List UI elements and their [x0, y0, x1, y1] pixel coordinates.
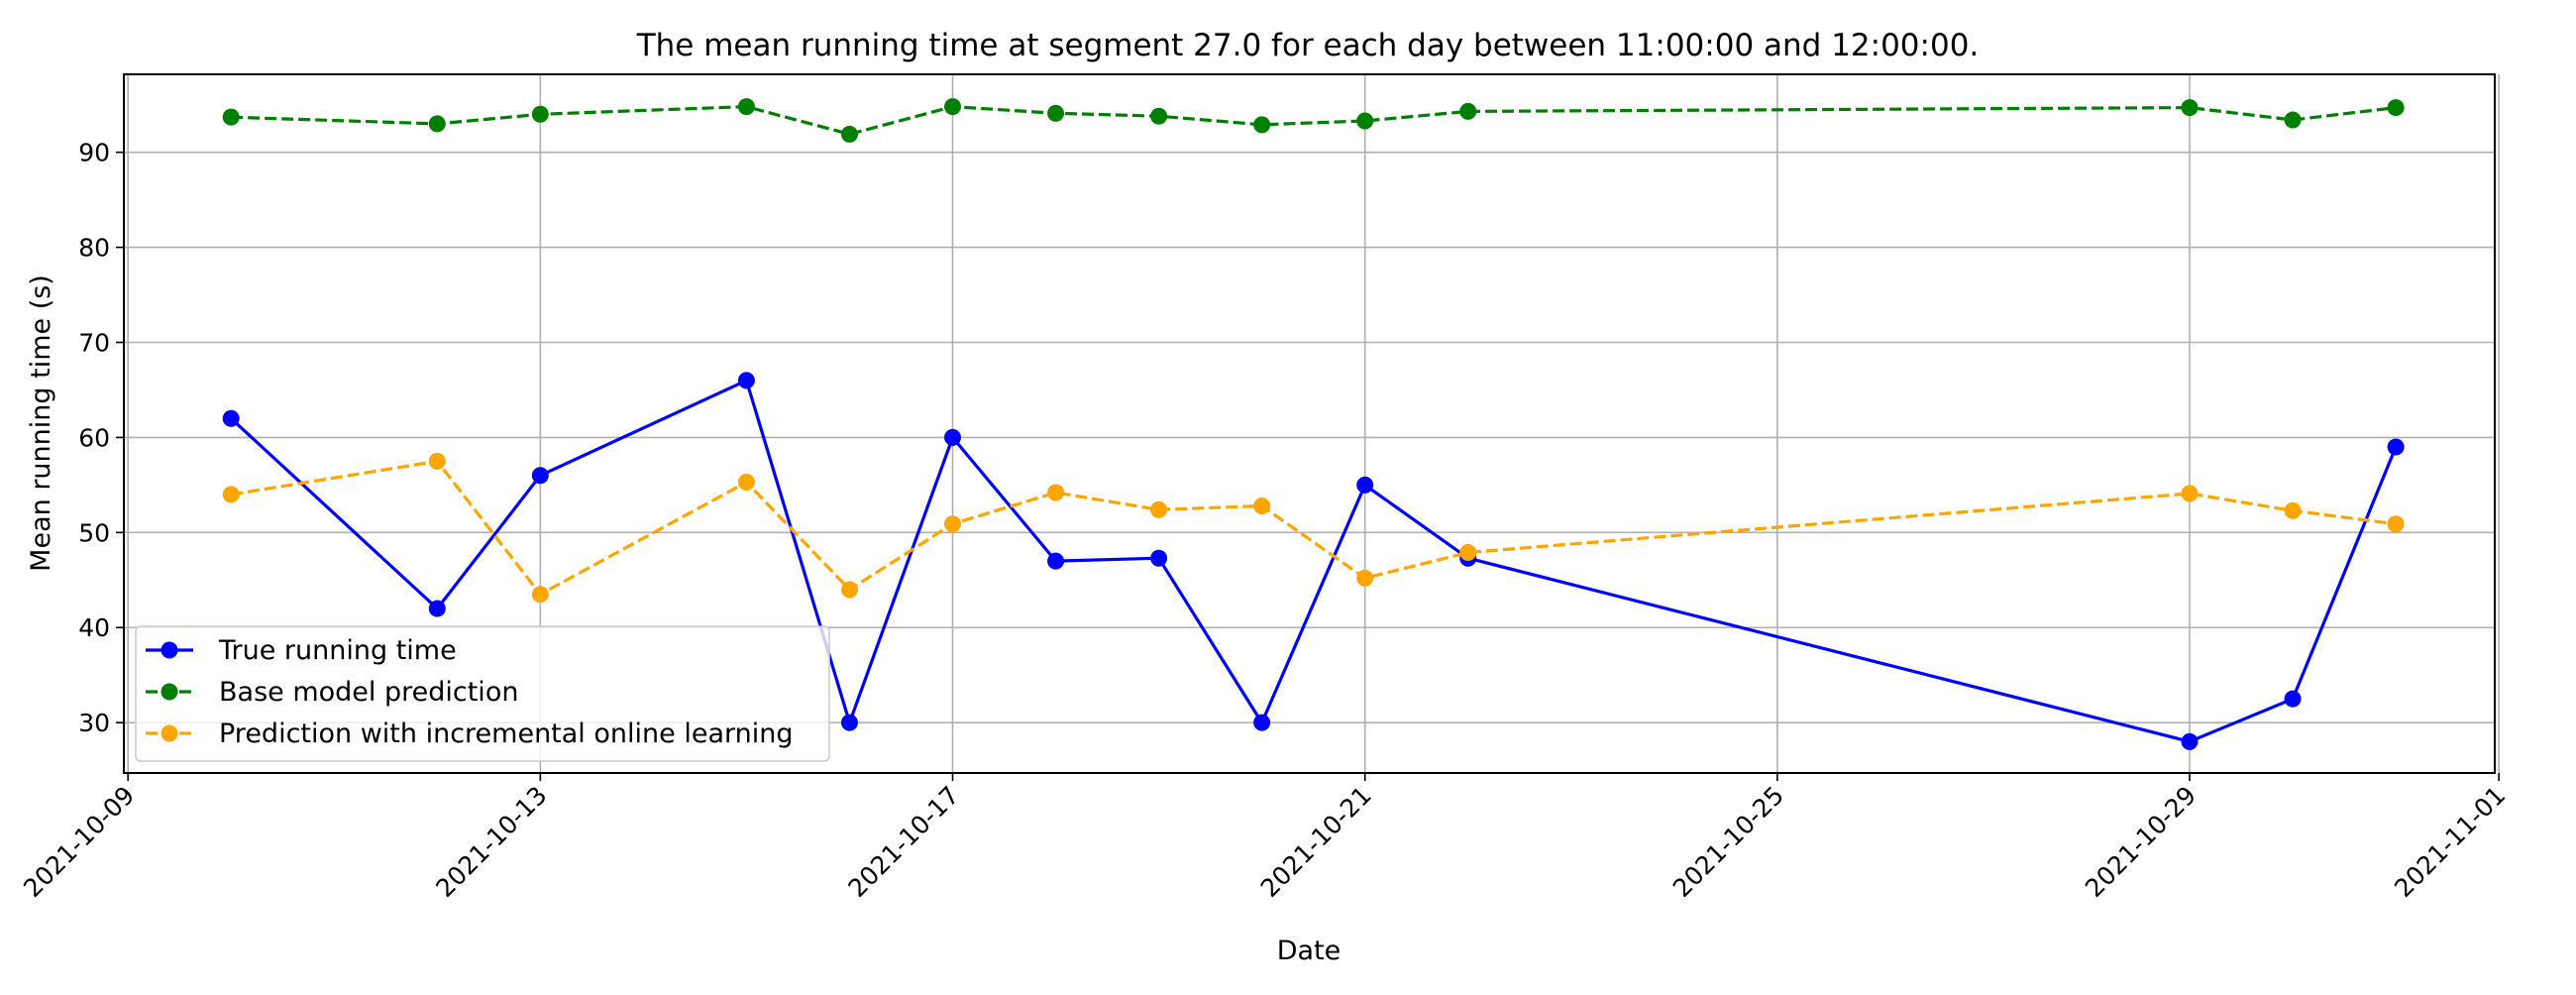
legend-marker: [161, 724, 178, 742]
grid: [124, 74, 2500, 773]
y-axis-label: Mean running time (s): [26, 275, 56, 572]
legend-marker: [161, 641, 178, 659]
data-point: [737, 473, 755, 491]
data-point: [737, 98, 755, 116]
chart-title: The mean running time at segment 27.0 fo…: [636, 28, 1980, 63]
legend-label: True running time: [218, 635, 457, 666]
data-point: [1356, 112, 1374, 130]
y-tick-label: 30: [78, 709, 110, 737]
data-point: [222, 486, 240, 503]
data-point: [944, 428, 962, 446]
data-point: [2387, 99, 2405, 117]
data-point: [1253, 714, 1271, 731]
data-point: [1150, 107, 1168, 125]
data-point: [1459, 543, 1477, 561]
x-tick-label: 2021-10-09: [18, 781, 140, 903]
plot-series: [222, 98, 2405, 750]
x-tick-label: 2021-10-13: [430, 781, 552, 903]
data-point: [222, 108, 240, 126]
x-tick-label: 2021-11-01: [2389, 781, 2511, 903]
y-tick-label: 50: [78, 518, 110, 547]
data-point: [428, 600, 446, 617]
data-point: [737, 372, 755, 389]
data-point: [840, 714, 858, 731]
axis-ticks: 30 40 50 60 70 80 90 2021-10-09 2021-10-13 2021-1…: [18, 139, 2511, 903]
series-3: [222, 452, 2405, 604]
legend-box: [135, 625, 830, 762]
data-point: [2181, 485, 2199, 502]
x-tick-label: 2021-10-25: [1667, 781, 1789, 903]
y-tick-label: 60: [78, 423, 110, 452]
data-point: [428, 115, 446, 133]
legend-item: Prediction with incremental online learn…: [146, 719, 794, 749]
data-point: [1253, 116, 1271, 134]
data-point: [1047, 552, 1065, 570]
data-point: [2284, 501, 2302, 519]
data-point: [222, 409, 240, 427]
x-tick-label: 2021-10-21: [1255, 781, 1377, 903]
data-point: [428, 452, 446, 470]
y-tick-label: 80: [78, 234, 110, 263]
data-point: [531, 105, 549, 123]
data-point: [840, 125, 858, 143]
data-point: [1047, 104, 1065, 122]
data-point: [944, 515, 962, 533]
data-point: [2387, 515, 2405, 533]
series-line: [231, 104, 2397, 136]
data-point: [531, 467, 549, 485]
data-point: [531, 586, 549, 604]
legend: True running time Base model prediction Pr…: [135, 625, 830, 762]
data-point: [1047, 484, 1065, 501]
data-point: [2181, 732, 2199, 750]
data-point: [1150, 549, 1168, 567]
x-axis-label: Date: [1277, 936, 1342, 966]
y-tick-label: 40: [78, 613, 110, 642]
x-tick-label: 2021-10-29: [2080, 781, 2201, 903]
y-tick-label: 70: [78, 328, 110, 357]
legend-marker: [161, 683, 178, 701]
data-point: [1356, 476, 1374, 494]
data-point: [1253, 497, 1271, 514]
legend-label: Base model prediction: [219, 677, 518, 708]
data-point: [2284, 690, 2302, 708]
y-tick-label: 90: [78, 139, 110, 167]
legend-label: Prediction with incremental online learn…: [219, 719, 794, 749]
data-point: [1459, 102, 1477, 120]
data-point: [1356, 569, 1374, 587]
data-point: [2284, 111, 2302, 129]
series-1: [222, 372, 2405, 750]
data-point: [944, 98, 962, 116]
legend-item: True running time: [146, 635, 457, 666]
x-tick-label: 2021-10-17: [843, 781, 965, 903]
data-point: [2181, 99, 2199, 117]
series-line: [230, 379, 2398, 743]
data-point: [2387, 438, 2405, 456]
series-line: [230, 459, 2397, 597]
plot-frame: [123, 73, 2496, 774]
data-point: [840, 581, 858, 599]
series-2: [222, 98, 2405, 143]
legend-item: Base model prediction: [146, 677, 518, 708]
data-point: [1150, 500, 1168, 518]
